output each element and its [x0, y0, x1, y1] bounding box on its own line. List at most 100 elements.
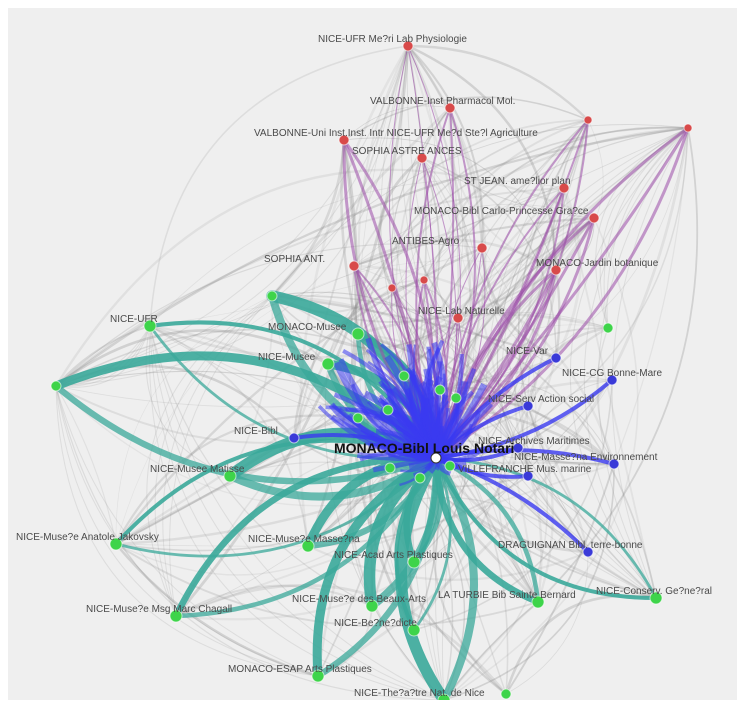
- red-node[interactable]: [444, 102, 456, 114]
- graph-edge: [55, 385, 117, 545]
- green-node[interactable]: [500, 688, 512, 700]
- green-node[interactable]: [450, 392, 462, 404]
- graph-edge: [485, 119, 589, 603]
- graph-edge: [149, 325, 445, 700]
- graph-edge: [433, 394, 448, 459]
- graph-edge: [391, 119, 589, 289]
- red-node-label: MONACO-Bibl Carlo-Princesse Gra?ce: [414, 206, 589, 217]
- green-node[interactable]: [351, 327, 365, 341]
- graph-edge: [55, 385, 319, 677]
- red-node[interactable]: [452, 312, 464, 324]
- green-node[interactable]: [384, 462, 396, 474]
- blue-node[interactable]: [606, 374, 618, 386]
- graph-edge: [115, 295, 273, 545]
- red-node[interactable]: [583, 115, 593, 125]
- green-node[interactable]: [382, 404, 394, 416]
- green-node[interactable]: [531, 595, 545, 609]
- green-node[interactable]: [311, 669, 325, 683]
- red-node[interactable]: [683, 123, 693, 133]
- green-node[interactable]: [169, 609, 183, 623]
- red-node[interactable]: [402, 40, 414, 52]
- center-node[interactable]: [430, 452, 442, 464]
- graph-edge: [434, 456, 658, 600]
- red-node-label: ST JEAN. ame?lior plan: [464, 176, 571, 187]
- center-node-group[interactable]: MONACO-Bibl Louis Notari: [334, 440, 514, 464]
- blue-node[interactable]: [512, 442, 524, 454]
- graph-edge: [115, 414, 359, 545]
- graph-edge: [613, 127, 689, 465]
- green-node[interactable]: [398, 370, 410, 382]
- green-node[interactable]: [407, 623, 421, 637]
- blue-node[interactable]: [608, 458, 620, 470]
- graph-edge: [149, 247, 483, 327]
- green-node[interactable]: [434, 384, 446, 396]
- red-node[interactable]: [419, 275, 429, 285]
- red-node-label: NICE-Lab Naturelle: [418, 306, 505, 317]
- blue-node[interactable]: [522, 470, 534, 482]
- green-node[interactable]: [223, 469, 237, 483]
- blue-node[interactable]: [582, 546, 594, 558]
- green-node[interactable]: [444, 460, 456, 472]
- graph-edge: [307, 475, 529, 547]
- red-node[interactable]: [387, 283, 397, 293]
- green-node[interactable]: [321, 357, 335, 371]
- graph-edge: [449, 107, 459, 399]
- graph-edge: [307, 467, 391, 547]
- graph-edge: [55, 243, 483, 387]
- blue-node-label: VILLEFRANCHE Mus. marine: [458, 464, 592, 475]
- center-node-label: MONACO-Bibl Louis Notari: [334, 440, 514, 456]
- graph-edge: [395, 452, 450, 700]
- red-node-label: MONACO-Jardin botanique: [536, 258, 659, 269]
- network-graph[interactable]: NICE-UFR Me?ri Lab Physiologie VALBONNE-I…: [8, 8, 737, 700]
- graph-edge: [175, 583, 508, 695]
- red-node[interactable]: [348, 260, 360, 272]
- graph-edge: [554, 187, 582, 359]
- green-node[interactable]: [649, 591, 663, 605]
- green-node[interactable]: [437, 693, 451, 700]
- graph-edge: [471, 119, 589, 603]
- green-node[interactable]: [109, 537, 123, 551]
- green-node[interactable]: [50, 380, 62, 392]
- graph-edge: [407, 45, 484, 249]
- red-node[interactable]: [338, 134, 350, 146]
- red-node[interactable]: [588, 212, 600, 224]
- graph-edge: [505, 551, 589, 695]
- graph-edge: [526, 326, 609, 407]
- red-node[interactable]: [550, 264, 562, 276]
- green-node[interactable]: [301, 539, 315, 553]
- blue-node[interactable]: [550, 352, 562, 364]
- graph-edge: [55, 385, 319, 677]
- graph-edge: [403, 381, 438, 460]
- green-node[interactable]: [143, 319, 157, 333]
- graph-edge: [387, 127, 689, 411]
- green-node[interactable]: [266, 290, 278, 302]
- graph-edge: [175, 463, 615, 617]
- green-node-label: NICE-Conserv. Ge?ne?ral: [596, 586, 712, 597]
- red-node[interactable]: [476, 242, 488, 254]
- graph-edge: [611, 127, 689, 599]
- red-node[interactable]: [416, 152, 428, 164]
- green-node[interactable]: [414, 472, 426, 484]
- green-node[interactable]: [602, 322, 614, 334]
- green-node[interactable]: [352, 412, 364, 424]
- graph-edge: [312, 453, 441, 681]
- blue-node[interactable]: [288, 432, 300, 444]
- red-node[interactable]: [558, 182, 570, 194]
- graph-edge: [421, 157, 529, 477]
- blue-node[interactable]: [522, 400, 534, 412]
- green-node[interactable]: [407, 555, 421, 569]
- green-node[interactable]: [365, 599, 379, 613]
- graph-edge: [517, 447, 589, 553]
- graph-edge: [569, 127, 689, 599]
- green-node-label: NICE-Muse?e Masse?na: [248, 534, 360, 545]
- graph-edge: [293, 45, 409, 439]
- blue-node-label: NICE-CG Bonne-Mare: [562, 368, 662, 379]
- graph-edge: [353, 187, 565, 267]
- graph-edge: [527, 379, 613, 477]
- network-graph-canvas[interactable]: NICE-UFR Me?ri Lab Physiologie VALBONNE-I…: [8, 8, 737, 700]
- nodes-layer: [50, 40, 693, 700]
- graph-edge: [169, 295, 273, 617]
- graph-edge: [55, 357, 557, 408]
- graph-edge: [391, 285, 459, 319]
- graph-edge: [435, 448, 615, 466]
